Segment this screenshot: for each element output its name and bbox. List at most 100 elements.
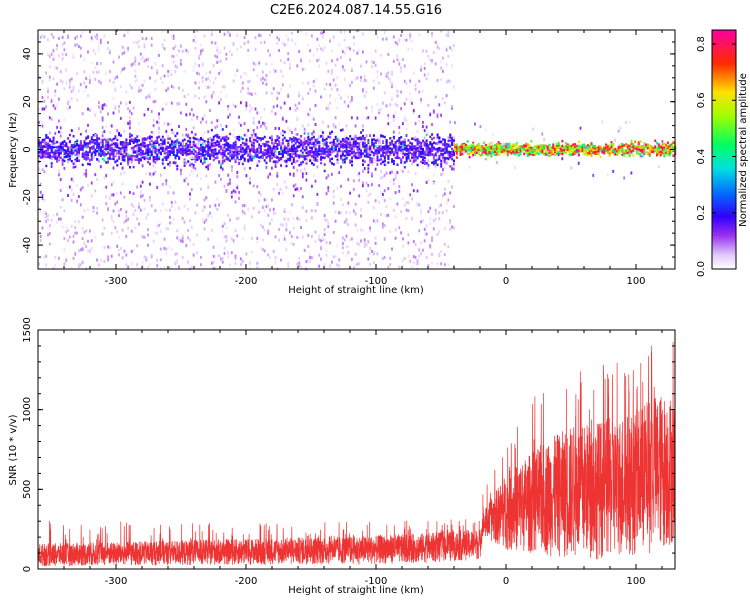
spectrogram-cell [423, 239, 426, 243]
spectrogram-cell [139, 143, 142, 146]
spectrogram-cell [416, 155, 419, 158]
spectrogram-cell [420, 143, 423, 147]
spectrogram-cell [409, 36, 412, 40]
spectrogram-cell [436, 78, 439, 82]
spectrogram-cell [382, 175, 384, 179]
spectrogram-cell [96, 37, 98, 41]
spectrogram-cell [271, 138, 273, 141]
spectrogram-cell [143, 235, 146, 239]
spectrogram-cell [334, 63, 337, 67]
spectrogram-cell [234, 105, 237, 108]
spectrogram-cell [61, 80, 64, 84]
spectrogram-cell [274, 112, 277, 116]
spectrogram-cell [451, 138, 454, 142]
spectrogram-cell [103, 245, 106, 249]
spectrogram-cell [376, 138, 379, 142]
spectrogram-cell [183, 145, 186, 149]
spectrogram-cell [447, 79, 450, 83]
spectrogram-cell [125, 141, 128, 144]
spectrogram-cell [123, 146, 126, 150]
spectrogram-cell [159, 138, 162, 142]
spectrogram-cell [318, 253, 321, 257]
spectrogram-cell [334, 137, 337, 140]
spectrogram-cell [422, 125, 424, 128]
spectrogram-cell [232, 143, 235, 146]
spectrogram-cell [167, 152, 170, 156]
spectrogram-cell [90, 154, 93, 157]
spectrogram-cell [72, 146, 75, 149]
spectrogram-cell [391, 150, 394, 154]
spectrogram-cell [234, 261, 237, 265]
spectrogram-cell [345, 46, 348, 50]
spectrogram-cell [50, 142, 53, 146]
spectrogram-cell [541, 151, 544, 154]
spectrogram-cell [325, 141, 328, 144]
spectrogram-cell [185, 176, 188, 180]
spectrogram-cell [145, 148, 148, 151]
spectrogram-cell [466, 148, 469, 152]
spectrogram-cell [178, 145, 181, 149]
spectrogram-cell [365, 144, 368, 147]
spectrogram-cell [39, 182, 42, 186]
spectrogram-cell [45, 136, 48, 139]
spectrogram-cell [72, 88, 75, 92]
spectrogram-cell [305, 140, 308, 143]
spectrogram-cell [52, 104, 55, 108]
spectrogram-cell [349, 47, 351, 51]
spectrogram-cell [170, 247, 173, 251]
spectrogram-cell [99, 110, 102, 114]
spectrogram-cell [280, 258, 282, 262]
spectrogram-cell [403, 147, 406, 150]
spectrogram-cell [169, 146, 171, 149]
spectrogram-cell [221, 159, 224, 162]
spectrogram-cell [362, 50, 364, 54]
spectrogram-cell [94, 235, 97, 239]
spectrogram-cell [309, 138, 312, 141]
spectrogram-cell [305, 209, 308, 213]
spectrogram-cell [445, 33, 448, 37]
spectrogram-cell [112, 193, 115, 197]
spectrogram-cell [254, 152, 257, 156]
spectrogram-cell [327, 186, 330, 190]
spectrogram-cell [252, 184, 255, 188]
spectrogram-cell [205, 196, 208, 200]
spectrogram-cell [362, 129, 364, 132]
spectrogram-cell [130, 112, 133, 116]
spectrogram-cell [192, 38, 195, 42]
spectrogram-cell [451, 151, 453, 155]
spectrogram-cell [387, 52, 390, 56]
spectrogram-cell [245, 138, 248, 141]
spectrogram-cell [356, 152, 359, 155]
spectrogram-cell [422, 150, 424, 153]
spectrogram-cell [331, 59, 333, 63]
spectrogram-cell [347, 178, 350, 182]
spectrogram-cell [345, 136, 348, 140]
spectrogram-cell [449, 152, 452, 156]
spectrogram-cell [305, 155, 308, 158]
spectrogram-cell [180, 168, 182, 172]
spectrogram-cell [132, 151, 135, 154]
spectrogram-cell [565, 145, 567, 148]
spectrogram-cell [327, 135, 330, 139]
spectrogram-cell [121, 158, 124, 162]
spectrogram-cell [105, 174, 108, 178]
spectrogram-cell [263, 198, 266, 202]
spectrogram-cell [332, 35, 335, 39]
spectrogram-cell [192, 69, 195, 73]
spectrogram-cell [218, 149, 221, 152]
spectrogram-cell [185, 48, 188, 52]
spectrogram-cell [568, 144, 571, 148]
spectrogram-cell [442, 143, 444, 146]
spectrogram-cell [429, 113, 432, 117]
spectrogram-cell [358, 262, 361, 266]
spectrogram-cell [47, 218, 49, 222]
spectrogram-cell [61, 52, 64, 56]
spectrogram-cell [92, 49, 95, 53]
spectrogram-cell [590, 142, 593, 145]
spectrogram-cell [218, 151, 221, 154]
spectrogram-cell [249, 137, 252, 140]
spectrogram-cell [546, 147, 549, 151]
spectrogram-cell [434, 156, 437, 160]
spectrogram-cell [349, 211, 351, 215]
spectrogram-cell [347, 104, 350, 108]
